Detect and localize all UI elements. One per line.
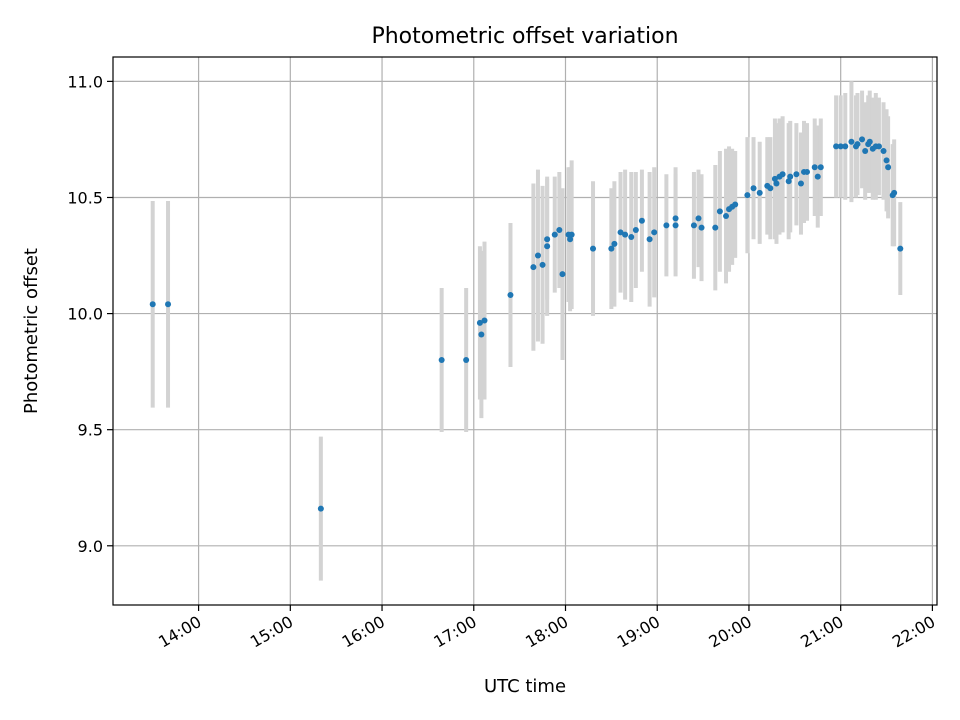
data-point [165,301,172,308]
data-point [567,236,574,243]
data-point [723,213,730,220]
data-point [897,245,904,252]
y-tick-label: 9.0 [78,537,103,556]
data-point [750,185,757,192]
data-point [507,292,514,299]
data-point [551,231,558,238]
y-tick-label: 9.5 [78,421,103,440]
y-axis-ticks: 9.0 9.5 10.0 10.5 11.0 [67,72,113,556]
data-point [814,173,821,180]
data-point [663,222,670,229]
data-point [617,229,624,236]
y-axis-title: Photometric offset [21,248,42,414]
data-point [690,222,697,229]
y-tick-label: 10.5 [67,188,103,207]
data-point [804,168,811,175]
data-point [476,319,483,326]
data-point [608,245,615,252]
data-point [556,226,563,233]
data-point [883,157,890,164]
data-point [672,222,679,229]
data-point [698,224,705,231]
data-point [773,180,780,187]
data-point [672,215,679,222]
data-point [771,175,778,182]
data-point [854,141,861,148]
data-point [875,143,882,150]
data-point [880,148,887,155]
data-point [817,164,824,171]
data-point [638,217,645,224]
data-point [744,192,751,199]
point-layer [149,136,904,512]
y-tick-label: 10.0 [67,305,103,324]
data-point [544,236,551,243]
data-point [628,233,635,240]
data-point [848,138,855,145]
data-point [891,189,898,196]
x-axis-title: UTC time [484,676,566,697]
data-point [712,224,719,231]
y-tick-label: 11.0 [67,72,103,91]
data-point [463,357,470,364]
data-point [866,138,873,145]
data-point [885,164,892,171]
plot-frame [112,56,938,606]
data-point [544,243,551,250]
data-point [732,201,739,208]
data-point [478,331,485,338]
chart-title: Photometric offset variation [371,24,678,49]
data-point [833,143,840,150]
data-point [767,185,774,192]
data-point [859,136,866,143]
data-point [317,505,324,512]
data-point [811,164,818,171]
data-point [590,245,597,252]
data-point [481,317,488,324]
data-point [695,215,702,222]
data-point [622,231,629,238]
data-point [716,208,723,215]
data-point [651,229,658,236]
data-point [787,173,794,180]
data-point [779,171,786,178]
data-point [785,178,792,185]
data-point [534,252,541,259]
data-point [632,226,639,233]
data-point [862,148,869,155]
data-point [611,240,618,247]
data-point [438,357,445,364]
data-point [646,236,653,243]
data-point [842,143,849,150]
data-point [530,264,537,271]
data-point [793,171,800,178]
data-point [797,180,804,187]
data-point [559,271,566,278]
data-point [539,261,546,268]
data-point [837,143,844,150]
data-point [568,231,575,238]
data-point [756,189,763,196]
data-point [149,301,156,308]
